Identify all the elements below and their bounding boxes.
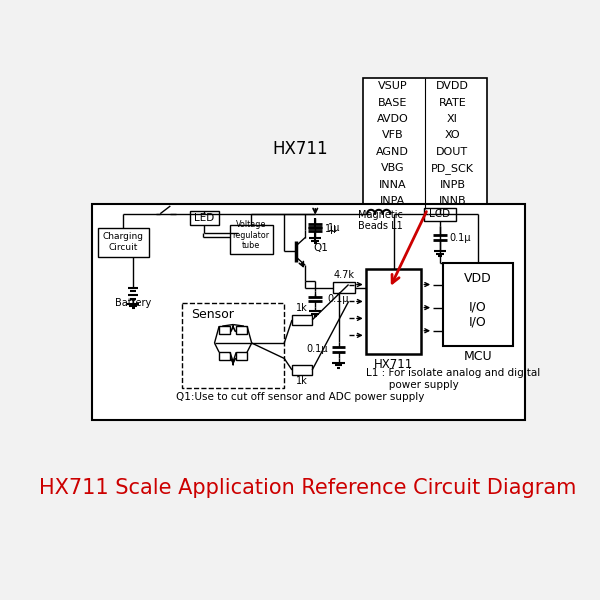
- Bar: [236, 352, 247, 360]
- Text: XI: XI: [447, 114, 458, 124]
- Text: INNA: INNA: [379, 179, 407, 190]
- Bar: [365, 269, 421, 354]
- Text: RATE: RATE: [439, 98, 466, 108]
- Bar: [236, 326, 247, 334]
- Bar: [292, 316, 312, 325]
- Text: INNB: INNB: [439, 196, 466, 206]
- Text: HX711 Scale Application Reference Circuit Diagram: HX711 Scale Application Reference Circui…: [39, 478, 576, 498]
- Bar: [219, 352, 230, 360]
- Text: 4.7k: 4.7k: [334, 270, 355, 280]
- Bar: [230, 225, 272, 254]
- Text: 0.1μ: 0.1μ: [449, 233, 471, 242]
- Text: I/O: I/O: [469, 316, 487, 329]
- Text: LCD: LCD: [430, 209, 451, 220]
- Text: XO: XO: [445, 130, 460, 140]
- Text: 0.1μ: 0.1μ: [327, 294, 349, 304]
- Text: I/O: I/O: [469, 301, 487, 313]
- Text: INPB: INPB: [439, 179, 466, 190]
- Bar: [443, 263, 513, 346]
- Bar: [190, 211, 219, 225]
- Bar: [219, 326, 230, 334]
- Text: 1μ: 1μ: [325, 224, 337, 234]
- Bar: [333, 282, 355, 293]
- Bar: [424, 208, 457, 221]
- Text: AVDO: AVDO: [377, 114, 409, 124]
- Text: AGND: AGND: [376, 147, 409, 157]
- Text: Q1:Use to cut off sensor and ADC power supply: Q1:Use to cut off sensor and ADC power s…: [176, 392, 424, 401]
- Bar: [364, 78, 487, 209]
- Text: Magnetic
Beads L1: Magnetic Beads L1: [358, 210, 403, 232]
- Text: HX711: HX711: [374, 358, 413, 371]
- Text: VBG: VBG: [381, 163, 404, 173]
- Bar: [98, 227, 149, 257]
- Bar: [292, 365, 312, 374]
- Text: VSUP: VSUP: [378, 82, 407, 91]
- Text: L1 : For isolate analog and digital
       power supply: L1 : For isolate analog and digital powe…: [365, 368, 540, 390]
- Bar: [92, 205, 524, 420]
- Text: BASE: BASE: [378, 98, 407, 108]
- Text: Q1: Q1: [313, 242, 328, 253]
- Text: LED: LED: [194, 213, 215, 223]
- Text: DVDD: DVDD: [436, 82, 469, 91]
- Text: HX711: HX711: [272, 140, 328, 158]
- Text: 1k: 1k: [296, 376, 308, 386]
- Text: Sensor: Sensor: [191, 308, 234, 321]
- Text: PD_SCK: PD_SCK: [431, 163, 474, 173]
- Text: VDD: VDD: [464, 272, 492, 285]
- Text: Battery: Battery: [115, 298, 151, 308]
- Text: Charging
Circuit: Charging Circuit: [103, 232, 143, 252]
- Text: 0.1μ: 0.1μ: [306, 344, 328, 354]
- Text: Voltage
regulator
tube: Voltage regulator tube: [232, 220, 269, 250]
- Bar: [182, 303, 284, 388]
- Text: DOUT: DOUT: [436, 147, 469, 157]
- Text: 1k: 1k: [296, 304, 308, 313]
- Text: 1μ: 1μ: [328, 223, 341, 233]
- Text: MCU: MCU: [464, 350, 493, 364]
- Text: INPA: INPA: [380, 196, 406, 206]
- Text: VFB: VFB: [382, 130, 404, 140]
